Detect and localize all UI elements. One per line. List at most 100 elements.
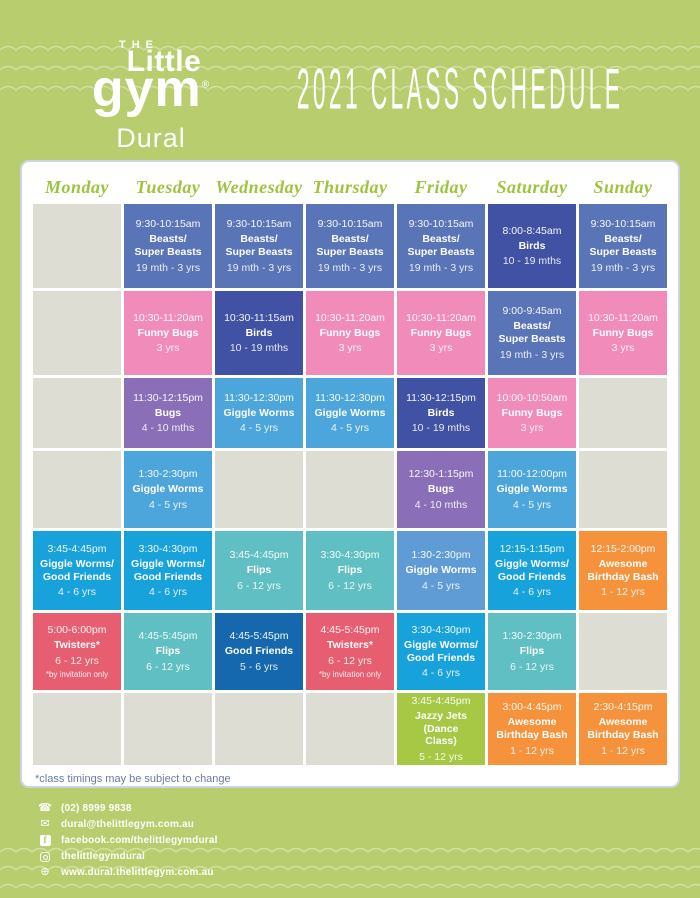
class-name: Jazzy Jets (Dance Class) bbox=[415, 710, 467, 748]
contact-text: thelittlegymdural bbox=[61, 851, 145, 862]
class-name: Flips bbox=[337, 564, 363, 577]
class-time: 1:30-2:30pm bbox=[411, 549, 471, 562]
class-name: Good Friends bbox=[224, 645, 294, 658]
class-cell: 5:00-6:00pm Twisters* 6 - 12 yrs *by invita… bbox=[33, 613, 121, 690]
class-cell: 9:00-9:45am Beasts/ Super Beasts 19 mth - … bbox=[488, 291, 576, 375]
class-name: Giggle Worms bbox=[496, 483, 568, 496]
class-time: 9:30-10:15am bbox=[317, 218, 383, 231]
class-name: Awesome Birthday Bash bbox=[496, 716, 568, 741]
class-age: 4 - 10 mths bbox=[414, 498, 468, 511]
class-name: Awesome Birthday Bash bbox=[587, 557, 659, 583]
class-age: 6 - 12 yrs bbox=[146, 660, 190, 673]
class-age: 6 - 12 yrs bbox=[510, 660, 554, 673]
class-name: Twisters* bbox=[54, 639, 100, 652]
class-age: 4 - 5 yrs bbox=[149, 498, 187, 511]
class-cell: 10:30-11:15am Birds 10 - 19 mths bbox=[215, 291, 303, 375]
title-container: 2021 CLASS SCHEDULE bbox=[250, 42, 670, 138]
class-age: 4 - 5 yrs bbox=[513, 498, 551, 511]
class-name: Funny Bugs bbox=[319, 326, 381, 339]
class-time: 3:30-4:30pm bbox=[320, 549, 380, 562]
empty-cell bbox=[215, 451, 303, 528]
class-time: 10:30-11:20am bbox=[588, 311, 658, 324]
contact-row: ⊕ www.dural.thelittlegym.com.au bbox=[38, 866, 218, 879]
class-time: 12:30-1:15pm bbox=[408, 468, 474, 481]
class-name: Beasts/ Super Beasts bbox=[589, 233, 657, 258]
class-time: 3:00-4:45pm bbox=[502, 701, 562, 714]
contact-row: thelittlegymdural bbox=[38, 850, 218, 863]
class-age: 4 - 5 yrs bbox=[331, 422, 369, 435]
class-time: 10:30-11:15am bbox=[224, 311, 294, 324]
contact-block: ☎ (02) 8999 9838 ✉ dural@thelittlegym.com.a… bbox=[38, 802, 218, 882]
class-age: 19 mth - 3 yrs bbox=[590, 261, 656, 274]
logo-little: Little bbox=[126, 45, 202, 78]
class-cell: 3:45-4:45pm Jazzy Jets (Dance Class) 5 - 1… bbox=[397, 693, 485, 765]
page-title: 2021 CLASS SCHEDULE bbox=[296, 57, 624, 121]
class-cell: 10:30-11:20am Funny Bugs 3 yrs bbox=[397, 291, 485, 375]
class-name: Beasts/ Super Beasts bbox=[498, 320, 566, 345]
class-name: Birds bbox=[427, 406, 455, 419]
class-age: 4 - 5 yrs bbox=[240, 422, 278, 435]
class-time: 3:45-4:45pm bbox=[411, 695, 471, 708]
logo-the: THE bbox=[119, 39, 159, 51]
class-age: 19 mth - 3 yrs bbox=[135, 261, 201, 274]
class-cell: 3:30-4:30pm Flips 6 - 12 yrs bbox=[306, 531, 394, 610]
class-age: 10 - 19 mths bbox=[229, 342, 289, 355]
registered-mark: ® bbox=[201, 79, 211, 91]
email-icon: ✉ bbox=[40, 818, 50, 830]
class-name: Beasts/ Super Beasts bbox=[407, 233, 475, 258]
class-cell: 9:30-10:15am Beasts/ Super Beasts 19 mth -… bbox=[306, 204, 394, 288]
class-time: 9:00-9:45am bbox=[502, 305, 562, 318]
class-age: 4 - 6 yrs bbox=[58, 586, 96, 599]
contact-row: f facebook.com/thelittlegymdural bbox=[38, 834, 218, 847]
class-name: Beasts/ Super Beasts bbox=[316, 233, 384, 258]
class-age: 19 mth - 3 yrs bbox=[408, 261, 474, 274]
class-time: 11:30-12:30pm bbox=[224, 391, 294, 404]
class-time: 10:00-10:50am bbox=[496, 391, 568, 404]
class-time: 1:30-2:30pm bbox=[502, 630, 562, 643]
contact-row: ☎ (02) 8999 9838 bbox=[38, 802, 218, 815]
class-age: 1 - 12 yrs bbox=[601, 744, 645, 757]
facebook-icon: f bbox=[38, 835, 52, 846]
logo-gym: gym® bbox=[91, 60, 211, 118]
class-time: 11:30-12:30pm bbox=[315, 391, 385, 404]
class-age: 4 - 5 yrs bbox=[422, 579, 460, 592]
class-time: 9:30-10:15am bbox=[408, 218, 474, 231]
class-age: 10 - 19 mths bbox=[411, 422, 471, 435]
class-name: Twisters* bbox=[327, 639, 373, 652]
empty-cell bbox=[579, 613, 667, 690]
class-age: 3 yrs bbox=[156, 342, 180, 355]
class-age: 19 mth - 3 yrs bbox=[317, 261, 383, 274]
class-time: 4:45-5:45pm bbox=[320, 624, 380, 637]
class-cell: 1:30-2:30pm Giggle Worms 4 - 5 yrs bbox=[124, 451, 212, 528]
class-time: 11:30-12:15pm bbox=[406, 391, 476, 404]
class-age: 4 - 6 yrs bbox=[149, 586, 187, 599]
class-cell: 11:30-12:15pm Birds 10 - 19 mths bbox=[397, 378, 485, 448]
class-name: Funny Bugs bbox=[410, 326, 472, 339]
logo-location: Dural bbox=[116, 123, 186, 153]
empty-cell bbox=[306, 693, 394, 765]
contact-text: www.dural.thelittlegym.com.au bbox=[61, 867, 214, 878]
class-cell: 3:30-4:30pm Giggle Worms/ Good Friends 4 -… bbox=[397, 613, 485, 690]
class-cell: 4:45-5:45pm Good Friends 5 - 6 yrs bbox=[215, 613, 303, 690]
day-header-sunday: Sunday bbox=[593, 176, 653, 197]
class-name: Bugs bbox=[154, 406, 182, 419]
class-cell: 11:30-12:30pm Giggle Worms 4 - 5 yrs bbox=[306, 378, 394, 448]
class-time: 3:30-4:30pm bbox=[138, 542, 198, 555]
class-age: 4 - 10 mths bbox=[141, 422, 195, 435]
class-time: 11:00-12:00pm bbox=[497, 468, 567, 481]
class-note: *by invitation only bbox=[45, 669, 109, 679]
little-gym-logo: THE Little gym® Dural bbox=[62, 40, 240, 152]
class-name: Giggle Worms bbox=[405, 564, 477, 577]
class-age: 5 - 12 yrs bbox=[419, 750, 463, 763]
class-time: 3:45-4:45pm bbox=[47, 542, 107, 555]
class-cell: 2:30-4:15pm Awesome Birthday Bash 1 - 12 y… bbox=[579, 693, 667, 765]
class-cell: 9:30-10:15am Beasts/ Super Beasts 19 mth -… bbox=[215, 204, 303, 288]
day-header-saturday: Saturday bbox=[496, 176, 568, 197]
class-time: 8:00-8:45am bbox=[502, 224, 562, 237]
phone-icon: ☎ bbox=[38, 802, 52, 814]
day-header-thursday: Thursday bbox=[312, 176, 388, 197]
footnote: *class timings may be subject to change bbox=[35, 773, 231, 785]
class-age: 1 - 12 yrs bbox=[510, 744, 554, 757]
class-name: Giggle Worms/ Good Friends bbox=[404, 638, 478, 664]
class-name: Funny Bugs bbox=[501, 406, 563, 419]
